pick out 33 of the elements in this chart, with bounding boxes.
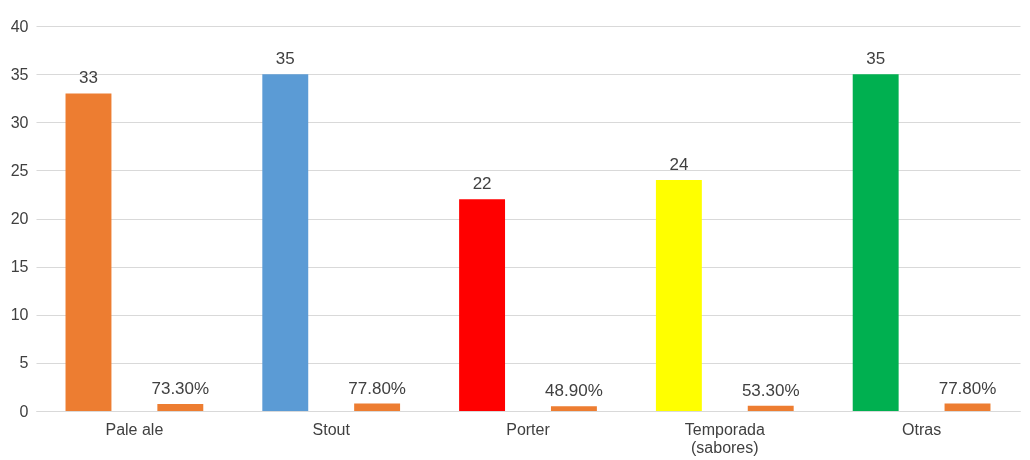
x-tick-label: Porter — [506, 420, 551, 438]
x-tick-label: Otras — [902, 420, 942, 438]
y-tick-label: 5 — [19, 354, 29, 372]
bar — [944, 403, 991, 411]
y-tick-label: 10 — [10, 306, 29, 324]
bar — [852, 74, 899, 411]
y-tick-label: 20 — [10, 210, 29, 227]
bar — [354, 403, 401, 411]
y-tick-label: 35 — [10, 65, 29, 83]
x-tick-label: Pale ale — [105, 420, 164, 438]
x-tick-label: Stout — [312, 420, 351, 438]
data-label: 48.90% — [545, 381, 603, 401]
y-tick-label: 40 — [10, 17, 29, 35]
bar — [459, 199, 506, 411]
bar — [157, 403, 204, 411]
data-label: 77.80% — [938, 378, 997, 398]
x-tick-label: Temporada (sabores) — [684, 420, 765, 456]
data-label: 53.30% — [741, 380, 800, 400]
bar — [655, 180, 702, 411]
bar — [550, 406, 597, 411]
y-tick-label: 30 — [10, 113, 29, 131]
y-tick-label: 25 — [10, 161, 29, 179]
data-label: 77.80% — [348, 378, 406, 398]
y-tick-label: 15 — [10, 258, 29, 276]
bar — [747, 405, 794, 411]
data-label: 35 — [275, 49, 295, 69]
data-label: 33 — [79, 68, 98, 88]
data-label: 24 — [669, 155, 689, 174]
data-label: 73.30% — [151, 378, 210, 398]
data-label: 22 — [472, 174, 492, 194]
bar — [262, 74, 309, 411]
data-label: 35 — [866, 49, 886, 69]
y-tick-label: 0 — [19, 402, 29, 420]
